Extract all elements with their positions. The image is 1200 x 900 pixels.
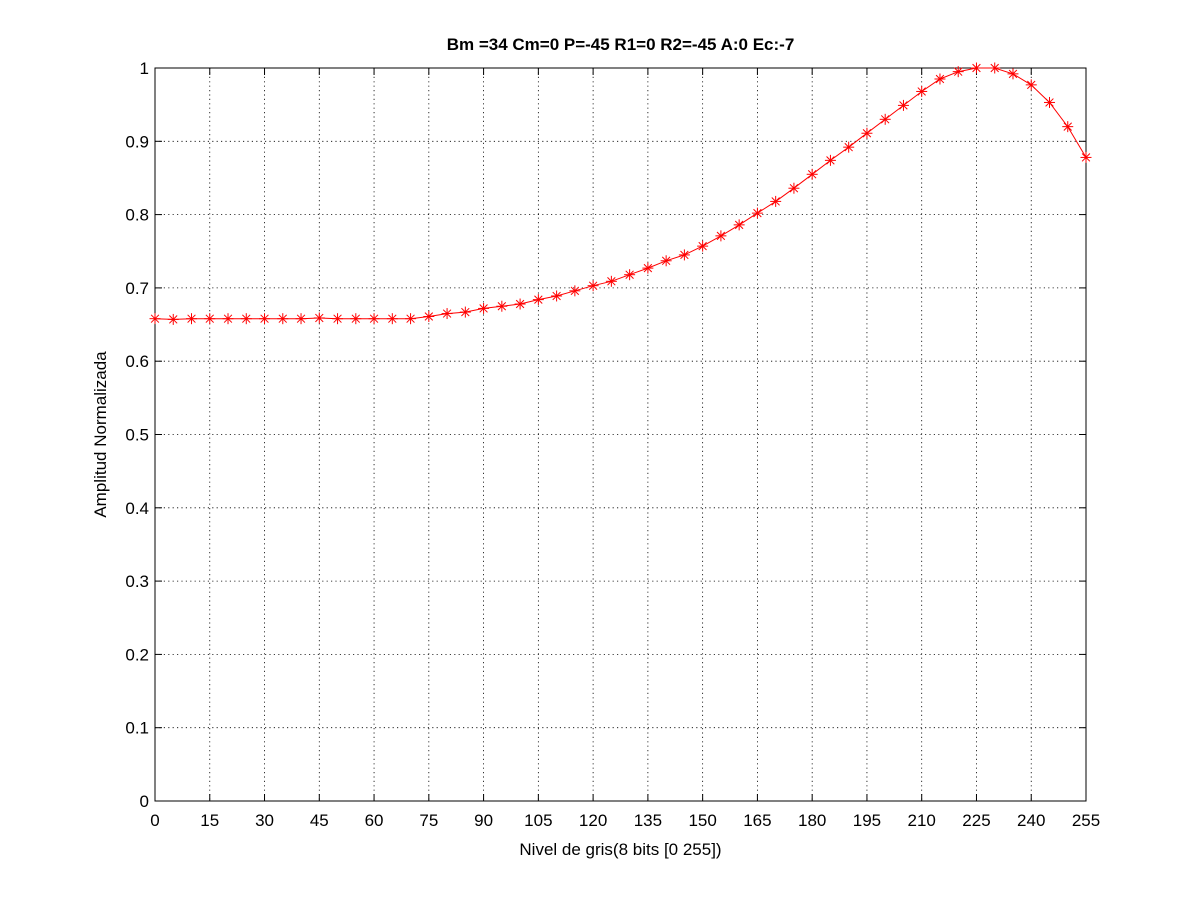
x-tick-label: 120 [579, 811, 607, 830]
y-tick-label: 0.7 [125, 279, 149, 298]
data-point-marker [788, 182, 800, 194]
data-point-marker [1025, 79, 1037, 91]
data-point-marker [405, 313, 417, 325]
data-point-marker [624, 269, 636, 281]
x-tick-label: 150 [688, 811, 716, 830]
data-series [149, 62, 1092, 325]
y-tick-label: 0.1 [125, 719, 149, 738]
data-point-marker [660, 255, 672, 267]
data-point-marker [605, 275, 617, 287]
y-tick-label: 1 [140, 59, 149, 78]
data-point-marker [332, 313, 344, 325]
x-tick-label: 30 [255, 811, 274, 830]
data-point-marker [423, 310, 435, 322]
data-point-marker [313, 312, 325, 324]
data-point-marker [916, 85, 928, 97]
y-tick-label: 0.8 [125, 206, 149, 225]
data-point-marker [1007, 68, 1019, 80]
data-point-marker [733, 219, 745, 231]
data-point-marker [459, 306, 471, 318]
x-tick-label: 195 [853, 811, 881, 830]
data-point-marker [1043, 96, 1055, 108]
x-tick-label: 60 [365, 811, 384, 830]
data-point-marker [186, 313, 198, 325]
data-point-marker [441, 308, 453, 320]
data-point-marker [715, 230, 727, 242]
data-point-marker [843, 141, 855, 153]
x-tick-labels: 0 15 30 45 60 75 90 105 120 135 150 165 180 195 210 225… [150, 811, 1100, 830]
data-point-marker [478, 302, 490, 314]
y-tick-label: 0.2 [125, 645, 149, 664]
data-point-marker [277, 313, 289, 325]
x-tick-label: 210 [908, 811, 936, 830]
x-tick-label: 105 [524, 811, 552, 830]
data-point-marker [167, 313, 179, 325]
data-point-marker [386, 313, 398, 325]
data-point-marker [751, 207, 763, 219]
data-point-marker [970, 62, 982, 74]
chart-title: Bm =34 Cm=0 P=-45 R1=0 R2=-45 A:0 Ec:-7 [447, 35, 795, 54]
y-tick-label: 0 [140, 792, 149, 811]
data-point-marker [587, 280, 599, 292]
data-point-marker [551, 290, 563, 302]
x-tick-label: 45 [310, 811, 329, 830]
y-tick-labels: 0 0.1 0.2 0.3 0.4 0.5 0.6 0.7 0.8 0.9 1 [125, 59, 149, 811]
data-point-marker [824, 154, 836, 166]
y-tick-label: 0.4 [125, 499, 149, 518]
x-tick-label: 165 [743, 811, 771, 830]
x-tick-label: 135 [634, 811, 662, 830]
grid [155, 68, 1086, 801]
data-point-marker [879, 113, 891, 125]
series-line [154, 67, 1087, 320]
data-point-marker [934, 73, 946, 85]
data-point-marker [496, 300, 508, 312]
data-point-marker [770, 195, 782, 207]
data-point-marker [368, 313, 380, 325]
data-point-marker [806, 168, 818, 180]
y-tick-label: 0.9 [125, 132, 149, 151]
data-point-marker [259, 313, 271, 325]
x-tick-label: 0 [150, 811, 159, 830]
data-point-marker [514, 298, 526, 310]
data-point-marker [1080, 151, 1092, 163]
x-tick-label: 255 [1072, 811, 1100, 830]
data-point-marker [678, 249, 690, 261]
axis-ticks [154, 67, 1087, 802]
y-tick-label: 0.6 [125, 352, 149, 371]
data-point-marker [861, 127, 873, 139]
data-point-marker [697, 240, 709, 252]
data-point-marker [222, 313, 234, 325]
y-axis-label: Amplitud Normalizada [91, 351, 110, 518]
data-point-marker [204, 313, 216, 325]
data-point-marker [240, 313, 252, 325]
y-tick-label: 0.3 [125, 572, 149, 591]
data-point-marker [1062, 121, 1074, 133]
x-tick-label: 75 [419, 811, 438, 830]
x-tick-label: 15 [200, 811, 219, 830]
data-point-marker [569, 285, 581, 297]
data-point-marker [642, 262, 654, 274]
y-tick-label: 0.5 [125, 426, 149, 445]
axes-frame [154, 67, 1087, 802]
data-point-marker [295, 313, 307, 325]
x-tick-label: 240 [1017, 811, 1045, 830]
x-tick-label: 225 [962, 811, 990, 830]
data-point-marker [532, 294, 544, 306]
x-tick-label: 90 [474, 811, 493, 830]
x-tick-label: 180 [798, 811, 826, 830]
data-point-marker [952, 66, 964, 78]
data-point-marker [149, 313, 161, 325]
data-point-marker [989, 62, 1001, 74]
data-point-marker [350, 313, 362, 325]
x-axis-label: Nivel de gris(8 bits [0 255]) [519, 840, 721, 859]
data-point-marker [897, 99, 909, 111]
